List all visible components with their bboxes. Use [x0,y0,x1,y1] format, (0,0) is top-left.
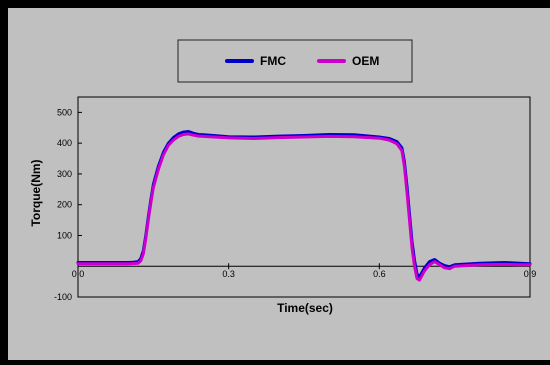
legend-box [177,39,413,83]
legend-label-fmc: FMC [260,54,286,68]
y-tick-label: 300 [57,169,72,179]
x-tick-label: 0.0 [72,269,85,279]
x-tick-label: 0.6 [373,269,386,279]
series-line-oem [76,132,532,282]
y-axis-title: Torque(Nm) [29,159,43,226]
x-axis-title: Time(sec) [277,301,333,315]
y-tick-label: -100 [54,292,72,302]
y-tick-label: 400 [57,138,72,148]
y-tick-label: 200 [57,200,72,210]
x-tick-label: 0.3 [222,269,235,279]
y-tick-label: 500 [57,107,72,117]
x-tick-label: 0.9 [524,269,537,279]
legend: FMC OEM [177,39,413,83]
series-layer [76,130,532,282]
y-axis: -100 100 200 300 400 500 [54,107,82,302]
legend-label-oem: OEM [352,54,379,68]
y-tick-label: 100 [57,230,72,240]
